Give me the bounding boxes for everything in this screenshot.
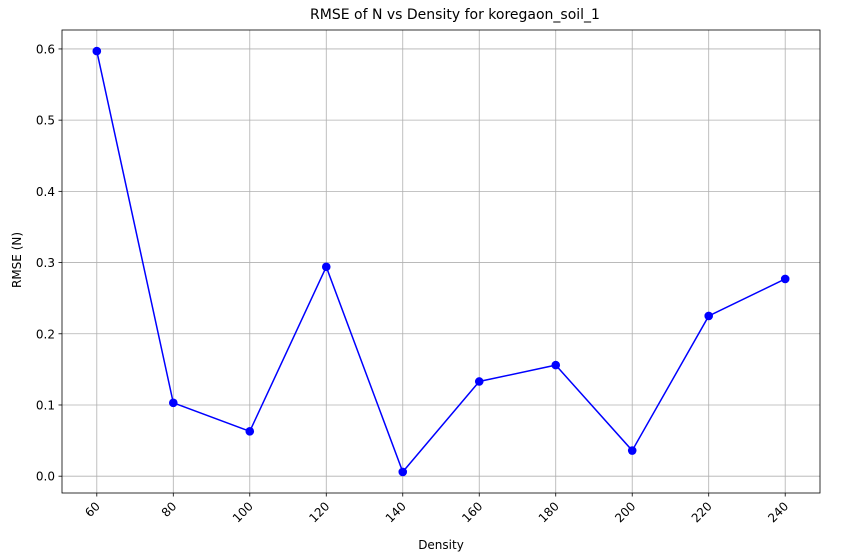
- y-tick-label: 0.4: [36, 185, 55, 199]
- data-point: [245, 427, 255, 436]
- x-axis: 60 80 100 120 140 160 180 200 220 240: [82, 493, 791, 525]
- x-tick-label: 60: [82, 499, 103, 520]
- series-layer: [92, 46, 790, 477]
- x-tick-label: 240: [765, 499, 791, 525]
- x-tick-label: 180: [536, 499, 562, 525]
- x-tick-label: 200: [612, 499, 638, 525]
- plot-frame: [61, 29, 821, 494]
- data-point: [627, 446, 637, 455]
- data-point: [780, 274, 790, 284]
- x-tick-label: 140: [383, 499, 409, 525]
- chart-title: RMSE of N vs Density for koregaon_soil_1: [310, 7, 600, 23]
- x-tick-label: 100: [230, 499, 256, 525]
- x-tick-label: 220: [689, 499, 715, 525]
- x-tick-label: 120: [306, 499, 332, 525]
- y-tick-label: 0.6: [36, 42, 55, 56]
- series-line: [96, 50, 786, 474]
- y-tick-label: 0.5: [36, 114, 55, 128]
- y-tick-label: 0.3: [36, 256, 55, 270]
- data-point: [398, 467, 408, 477]
- data-point: [704, 311, 714, 321]
- data-point: [474, 377, 484, 386]
- grid: [62, 30, 820, 493]
- y-tick-label: 0.0: [36, 470, 55, 484]
- y-axis: 0.0 0.1 0.2 0.3 0.4 0.5 0.6: [36, 42, 62, 484]
- data-point: [321, 262, 331, 272]
- y-tick-label: 0.2: [36, 327, 55, 341]
- data-point: [551, 360, 561, 370]
- y-axis-label: RMSE (N): [10, 232, 24, 288]
- x-tick-label: 80: [159, 499, 180, 520]
- data-point: [92, 46, 102, 56]
- y-tick-label: 0.1: [36, 398, 55, 412]
- data-point: [168, 398, 178, 408]
- x-axis-label: Density: [418, 538, 464, 552]
- x-tick-label: 160: [459, 499, 485, 525]
